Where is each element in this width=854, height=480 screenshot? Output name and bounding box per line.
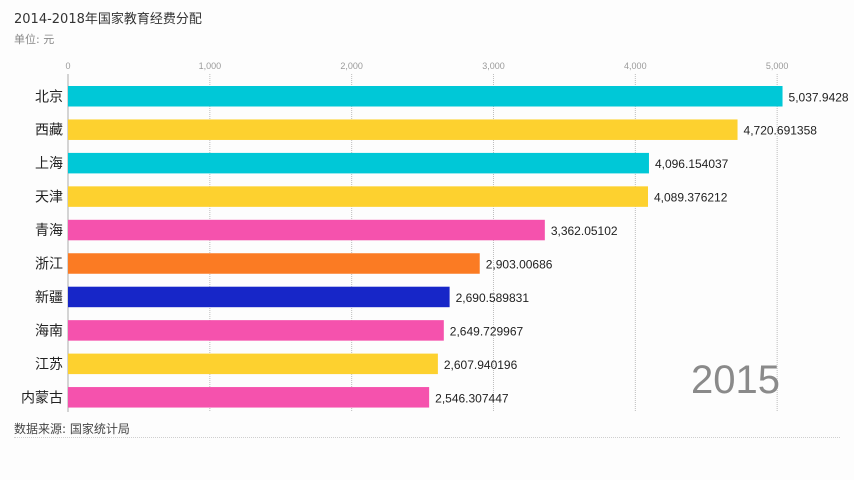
- category-label: 北京: [35, 89, 63, 105]
- bar: [68, 253, 480, 274]
- bar: [68, 353, 438, 375]
- value-label: 5,037.9428: [789, 90, 849, 104]
- value-label: 4,089.376212: [654, 191, 728, 205]
- category-label: 海南: [35, 323, 63, 339]
- bar: [68, 286, 450, 308]
- category-label: 上海: [35, 156, 63, 172]
- value-label: 2,903.00686: [486, 258, 553, 272]
- chart-title: 2014-2018年国家教育经费分配: [14, 12, 202, 27]
- category-label: 青海: [35, 223, 63, 239]
- x-tick-label: 0: [65, 61, 70, 71]
- bar: [68, 320, 444, 341]
- category-label: 浙江: [35, 257, 63, 273]
- x-tick-label: 3,000: [482, 61, 505, 71]
- bar: [68, 219, 545, 241]
- bar: [68, 152, 649, 174]
- year-label: 2015: [691, 358, 780, 402]
- value-label: 4,096.154037: [655, 157, 729, 171]
- x-tick-label: 4,000: [624, 61, 647, 71]
- value-label: 2,690.589831: [456, 291, 530, 305]
- x-tick-label: 1,000: [199, 61, 222, 71]
- source-label: 数据来源: 国家统计局: [14, 422, 130, 436]
- value-label: 4,720.691358: [744, 124, 818, 138]
- category-label: 西藏: [35, 123, 63, 139]
- category-label: 江苏: [35, 357, 63, 373]
- category-label: 新疆: [35, 290, 63, 306]
- bar: [68, 186, 648, 207]
- value-label: 2,607.940196: [444, 358, 518, 372]
- x-tick-label: 2,000: [340, 61, 363, 71]
- bar: [68, 119, 738, 140]
- source-divider: [14, 437, 840, 438]
- category-label: 天津: [35, 190, 63, 206]
- bar: [68, 387, 430, 408]
- unit-label: 单位: 元: [14, 33, 55, 46]
- value-label: 3,362.05102: [551, 224, 618, 238]
- x-tick-label: 5,000: [766, 61, 789, 71]
- bar: [68, 86, 783, 107]
- value-label: 2,546.307447: [435, 391, 509, 405]
- category-label: 内蒙古: [21, 390, 63, 406]
- value-label: 2,649.729967: [450, 324, 524, 338]
- bar-layer: 北京 5,037.9428 西藏 4,720.691358 上海 4,096.154037…: [21, 86, 849, 408]
